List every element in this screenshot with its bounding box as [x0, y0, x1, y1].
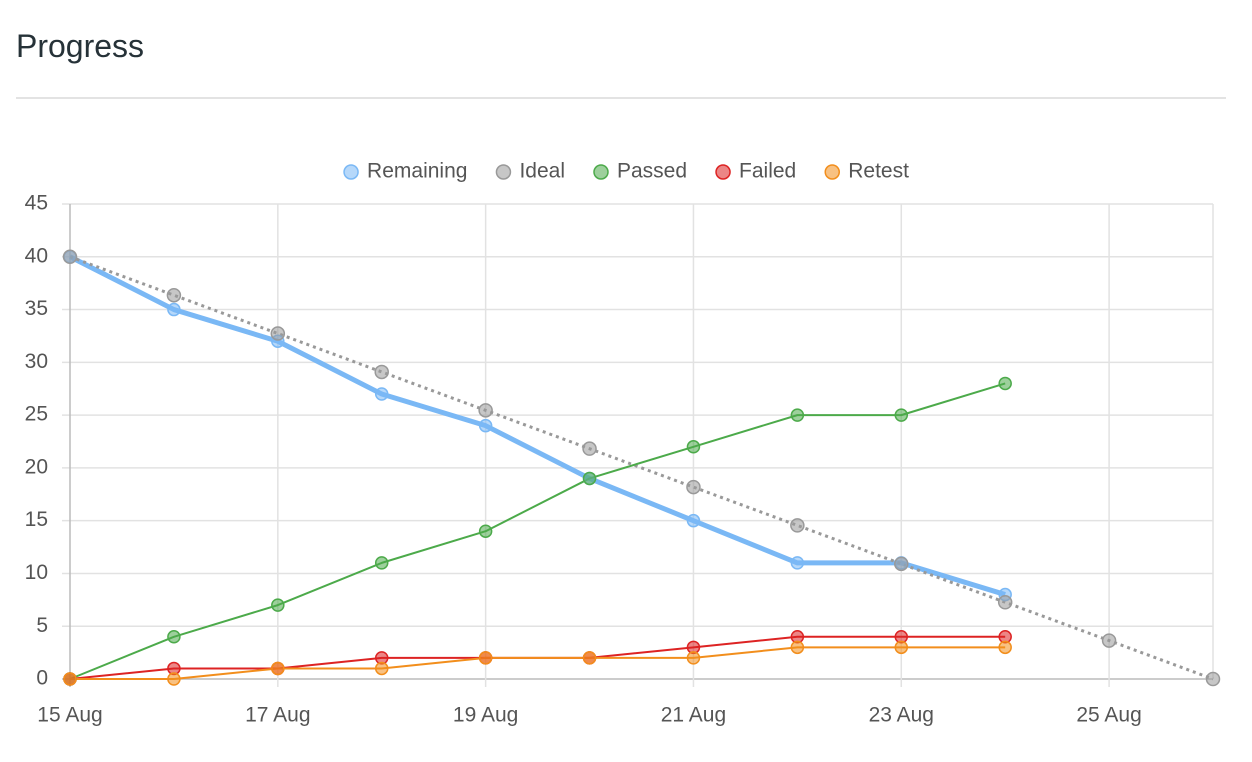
data-point: [686, 513, 701, 528]
legend-marker: [343, 164, 359, 180]
legend-label: Passed: [617, 160, 687, 183]
data-point: [686, 440, 701, 454]
legend-label: Failed: [739, 160, 796, 183]
data-point: [478, 524, 493, 538]
page-title: Progress: [16, 28, 145, 64]
data-point: [62, 249, 78, 265]
data-point: [167, 630, 181, 644]
data-point: [582, 471, 597, 486]
data-point: [998, 640, 1012, 655]
data-point: [790, 408, 805, 422]
divider: [16, 97, 1226, 99]
legend-item: Failed: [715, 160, 796, 183]
x-tick-label: 19 Aug: [453, 704, 518, 727]
data-point: [894, 640, 909, 655]
y-tick-label: 35: [25, 297, 48, 320]
legend: Remaining Ideal Passed Failed Retest: [343, 160, 909, 183]
x-tick-label: 23 Aug: [869, 704, 934, 727]
data-point: [63, 672, 77, 686]
legend-item: Retest: [824, 160, 909, 183]
data-point: [582, 651, 597, 665]
y-tick-label: 0: [36, 667, 48, 690]
data-point: [998, 376, 1012, 391]
data-point: [790, 518, 805, 533]
x-tick-label: 21 Aug: [661, 704, 726, 727]
data-point: [374, 364, 389, 380]
legend-marker: [593, 164, 609, 180]
data-point: [997, 595, 1013, 610]
legend-item: Passed: [593, 160, 687, 183]
data-point: [374, 661, 389, 676]
legend-label: Retest: [848, 160, 909, 183]
series-line: [69, 382, 1006, 680]
data-point: [894, 408, 909, 422]
y-tick-label: 10: [25, 561, 48, 584]
data-point: [478, 403, 493, 418]
data-point: [686, 479, 701, 495]
y-tick-label: 45: [25, 192, 48, 215]
legend-item: Remaining: [343, 160, 467, 183]
data-point: [582, 441, 597, 456]
y-tick-label: 30: [25, 350, 48, 373]
data-point: [1205, 671, 1221, 687]
legend-marker: [824, 164, 840, 180]
x-tick-label: 15 Aug: [37, 704, 102, 727]
data-point: [894, 556, 909, 572]
data-point: [374, 387, 389, 401]
y-tick-label: 20: [25, 455, 48, 478]
data-point: [790, 640, 805, 655]
data-point: [166, 287, 182, 303]
y-tick-label: 25: [25, 403, 48, 426]
data-point: [686, 651, 701, 665]
x-tick-label: 25 Aug: [1076, 704, 1141, 727]
y-tick-label: 15: [25, 508, 48, 531]
y-tick-label: 40: [25, 244, 48, 267]
legend-label: Remaining: [367, 160, 467, 183]
series-line: [70, 646, 1006, 680]
data-point: [790, 556, 805, 570]
series-line: [69, 255, 1214, 681]
data-point: [167, 672, 181, 686]
legend-label: Ideal: [519, 160, 565, 183]
data-point: [478, 418, 493, 433]
data-point: [167, 302, 181, 317]
series-line: [68, 254, 1006, 597]
data-point: [271, 598, 285, 612]
data-point: [270, 326, 286, 341]
x-tick-label: 17 Aug: [245, 704, 310, 727]
data-point: [478, 651, 493, 665]
data-point: [271, 661, 285, 676]
y-tick-label: 5: [36, 614, 48, 637]
legend-item: Ideal: [495, 160, 565, 183]
data-point: [1101, 633, 1117, 648]
data-point: [374, 556, 389, 570]
legend-marker: [495, 164, 512, 180]
legend-marker: [715, 164, 731, 180]
